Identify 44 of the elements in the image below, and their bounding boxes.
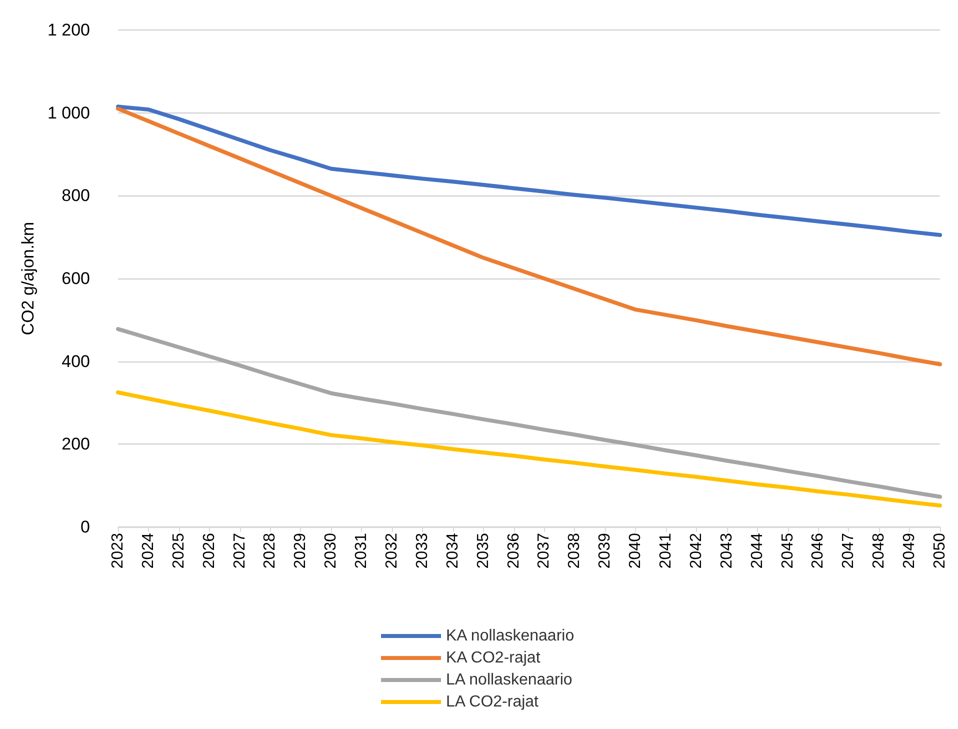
x-tick-label: 2049 (901, 532, 918, 569)
x-tick-label: 2048 (870, 532, 888, 569)
x-tick-label: 2026 (200, 532, 218, 569)
x-tick-label: 2047 (840, 532, 858, 569)
y-tick-label: 800 (62, 186, 90, 206)
x-tick-label: 2045 (779, 532, 796, 569)
x-tick-label: 2023 (110, 532, 126, 569)
x-tick-label: 2046 (810, 532, 827, 569)
legend-label: LA nollaskenaario (446, 672, 572, 688)
x-tick-label: 2042 (688, 532, 705, 569)
x-tick-label: 2030 (322, 532, 340, 569)
x-tick-label: 2038 (566, 532, 584, 569)
x-tick-label: 2027 (231, 532, 248, 569)
y-tick-label: 1 200 (47, 20, 90, 40)
x-tick-label: 2031 (353, 532, 370, 569)
x-tick-label: 2024 (140, 532, 157, 569)
y-tick-label: 1 000 (47, 103, 90, 122)
x-tick-label: 2039 (596, 532, 614, 569)
x-tick-label: 2029 (292, 532, 310, 569)
y-tick-label: 400 (62, 352, 90, 371)
x-tick-label: 2025 (170, 532, 188, 569)
legend-label: KA nollaskenaario (446, 628, 574, 644)
x-tick-label: 2032 (384, 532, 400, 569)
x-tick-label: 2050 (932, 532, 948, 569)
legend-label: KA CO2-rajat (446, 650, 541, 666)
x-tick-label: 2037 (536, 532, 553, 569)
x-tick-label: 2034 (444, 532, 462, 569)
x-tick-label: 2028 (262, 532, 279, 569)
line-series (116, 390, 942, 508)
x-tick-label: 2036 (505, 532, 522, 569)
x-tick-label: 2044 (748, 532, 766, 569)
x-tick-label: 2040 (627, 532, 644, 569)
x-tick-label: 2043 (718, 532, 736, 569)
y-tick-label: 0 (80, 518, 90, 536)
line-series (116, 104, 942, 238)
line-series (116, 106, 942, 366)
y-tick-label: 600 (62, 269, 90, 288)
x-tick-label: 2035 (474, 532, 492, 569)
y-axis-title: CO2 g/ajon.km (18, 222, 38, 336)
x-tick-label: 2033 (414, 532, 431, 569)
legend-label: LA CO2-rajat (446, 694, 540, 710)
line-series (116, 327, 942, 499)
y-tick-label: 200 (62, 434, 90, 454)
x-tick-label: 2041 (658, 532, 674, 569)
